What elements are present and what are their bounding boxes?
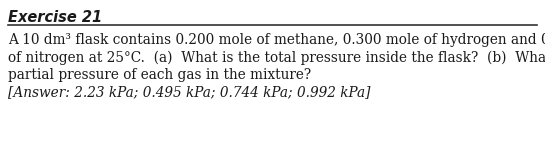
- Text: Exercise 21: Exercise 21: [8, 10, 102, 25]
- Text: [Answer: 2.23 kPa; 0.495 kPa; 0.744 kPa; 0.992 kPa]: [Answer: 2.23 kPa; 0.495 kPa; 0.744 kPa;…: [8, 86, 371, 100]
- Text: of nitrogen at 25°C.  (a)  What is the total pressure inside the flask?  (b)  Wh: of nitrogen at 25°C. (a) What is the tot…: [8, 50, 545, 65]
- Text: partial pressure of each gas in the mixture?: partial pressure of each gas in the mixt…: [8, 68, 311, 82]
- Text: A 10 dm³ flask contains 0.200 mole of methane, 0.300 mole of hydrogen and 0.400 : A 10 dm³ flask contains 0.200 mole of me…: [8, 33, 545, 47]
